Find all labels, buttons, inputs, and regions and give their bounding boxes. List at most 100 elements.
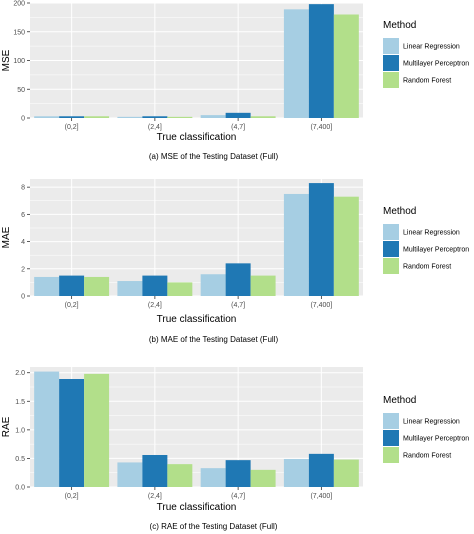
bar-multilayer-perceptron	[59, 116, 85, 118]
bar-multilayer-perceptron	[142, 116, 168, 118]
legend-label: Linear Regression	[403, 419, 460, 426]
bar-linear-regression	[34, 116, 60, 118]
legend: Method Linear Regression Multilayer Percep…	[383, 395, 469, 463]
bar-linear-regression	[200, 468, 226, 487]
legend-label: Random Forest	[403, 78, 451, 85]
x-tick-label: (2,4]	[148, 493, 162, 500]
bar-random-forest	[167, 116, 193, 118]
bar-linear-regression	[200, 115, 226, 118]
bar-random-forest	[250, 116, 276, 118]
x-tick-label: (0,2]	[65, 124, 79, 131]
legend: Method Linear Regression Multilayer Percep…	[383, 20, 469, 88]
figure-caption: (b) MAE of the Testing Dataset (Full)	[149, 335, 279, 344]
legend-key	[383, 224, 399, 240]
bar-linear-regression	[34, 276, 60, 296]
bar-multilayer-perceptron	[225, 112, 251, 118]
bar-random-forest	[333, 196, 359, 296]
legend-label: Linear Regression	[403, 230, 460, 237]
bar-random-forest	[250, 275, 276, 296]
legend-key	[383, 38, 399, 54]
bar-linear-regression	[283, 9, 309, 119]
bar-random-forest	[333, 459, 359, 487]
x-tick-label: (7,400]	[310, 124, 332, 131]
x-axis-title: True classification	[157, 502, 237, 513]
bar-linear-regression	[34, 371, 60, 487]
bar-multilayer-perceptron	[308, 183, 334, 296]
legend-key	[383, 72, 399, 88]
x-tick-label: (4,7]	[231, 302, 245, 309]
x-tick-label: (2,4]	[148, 124, 162, 131]
legend-title: Method	[383, 20, 416, 31]
bar-linear-regression	[283, 193, 309, 296]
y-tick-label: 50	[17, 87, 25, 94]
bar-random-forest	[84, 276, 110, 296]
bar-random-forest	[167, 464, 193, 487]
x-tick-label: (7,400]	[310, 302, 332, 309]
legend-label: Multilayer Perceptron	[403, 436, 469, 443]
figure-caption: (a) MSE of the Testing Dataset (Full)	[149, 152, 279, 161]
y-tick-label: 8	[21, 185, 25, 192]
bar-multilayer-perceptron	[308, 453, 334, 487]
bar-random-forest	[84, 116, 110, 118]
legend-title: Method	[383, 395, 416, 406]
bar-random-forest	[84, 373, 110, 487]
legend-key	[383, 413, 399, 429]
x-axis-title: True classification	[157, 314, 237, 325]
y-tick-label: 0.0	[15, 485, 25, 492]
y-tick-label: 2.0	[15, 370, 25, 377]
legend-key	[383, 258, 399, 274]
legend: Method Linear Regression Multilayer Percep…	[383, 206, 469, 274]
bar-linear-regression	[283, 459, 309, 487]
legend-label: Multilayer Perceptron	[403, 61, 469, 68]
x-axis-title: True classification	[157, 132, 237, 143]
x-tick-label: (2,4]	[148, 302, 162, 309]
x-tick-label: (4,7]	[231, 124, 245, 131]
y-tick-label: 200	[13, 1, 25, 8]
chart-mse: 0 50 100 150 200 (0,2] (2,4] (4,7] (7,400] True c…	[1, 1, 469, 162]
y-axis-title: RAE	[1, 416, 12, 437]
y-tick-label: 1.5	[15, 399, 25, 406]
y-tick-label: 4	[21, 239, 25, 246]
legend-key	[383, 55, 399, 71]
y-axis-title: MSE	[1, 49, 12, 71]
y-tick-label: 1.0	[15, 427, 25, 434]
bar-multilayer-perceptron	[225, 263, 251, 296]
bar-multilayer-perceptron	[308, 4, 334, 118]
x-tick-label: (7,400]	[310, 493, 332, 500]
bar-multilayer-perceptron	[225, 460, 251, 487]
legend-key	[383, 241, 399, 257]
x-tick-label: (0,2]	[65, 493, 79, 500]
figure-caption: (c) RAE of the Testing Dataset (Full)	[150, 522, 278, 531]
chart-mae: 0 2 4 6 8 (0,2] (2,4] (4,7] (7,400] True classifi…	[1, 179, 469, 344]
legend-key	[383, 430, 399, 446]
bar-multilayer-perceptron	[59, 379, 85, 487]
y-axis-title: MAE	[1, 226, 12, 248]
x-tick-label: (0,2]	[65, 302, 79, 309]
legend-label: Multilayer Perceptron	[403, 247, 469, 254]
bar-linear-regression	[117, 281, 143, 296]
bar-random-forest	[333, 14, 359, 118]
bar-multilayer-perceptron	[142, 455, 168, 487]
y-tick-label: 6	[21, 212, 25, 219]
x-tick-label: (4,7]	[231, 493, 245, 500]
bar-linear-regression	[117, 116, 143, 118]
legend-key	[383, 447, 399, 463]
bar-multilayer-perceptron	[142, 275, 168, 296]
legend-title: Method	[383, 206, 416, 217]
y-tick-label: 0.5	[15, 456, 25, 463]
y-tick-label: 100	[13, 58, 25, 65]
bar-random-forest	[167, 282, 193, 296]
bar-linear-regression	[117, 462, 143, 487]
y-tick-label: 2	[21, 266, 25, 273]
legend-label: Random Forest	[403, 453, 451, 460]
bar-random-forest	[250, 469, 276, 487]
y-tick-label: 0	[21, 294, 25, 301]
legend-label: Linear Regression	[403, 44, 460, 51]
bar-linear-regression	[200, 274, 226, 296]
legend-label: Random Forest	[403, 264, 451, 271]
chart-rae: 0.0 0.5 1.0 1.5 2.0 (0,2] (2,4] (4,7] (7,400] Tru…	[1, 367, 469, 531]
bar-multilayer-perceptron	[59, 275, 85, 296]
y-tick-label: 150	[13, 29, 25, 36]
y-tick-label: 0	[21, 116, 25, 123]
